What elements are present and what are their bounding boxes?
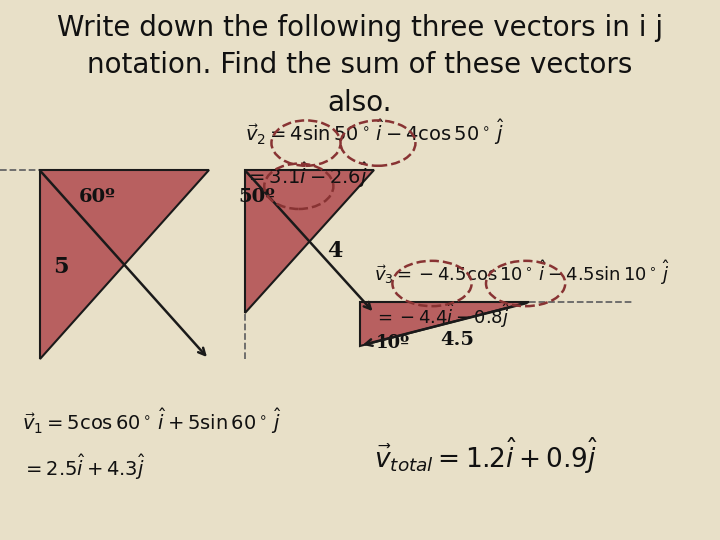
Text: notation. Find the sum of these vectors: notation. Find the sum of these vectors: [87, 51, 633, 79]
Text: Write down the following three vectors in i j: Write down the following three vectors i…: [57, 14, 663, 42]
Text: $\vec{v}_{total} = 1.2\hat{i} + 0.9\hat{j}$: $\vec{v}_{total} = 1.2\hat{i} + 0.9\hat{…: [374, 436, 599, 476]
Polygon shape: [40, 170, 209, 359]
Text: 50º: 50º: [238, 188, 276, 206]
Text: also.: also.: [328, 89, 392, 117]
Text: 5: 5: [53, 256, 69, 278]
Text: $\vec{v}_2 = 4\sin 50^\circ\,\hat{i} - 4\cos 50^\circ\,\hat{j}$: $\vec{v}_2 = 4\sin 50^\circ\,\hat{i} - 4…: [245, 117, 505, 147]
Polygon shape: [360, 302, 529, 346]
Text: $\vec{v}_3 = -4.5\cos 10^\circ\,\hat{i} - 4.5\sin 10^\circ\,\hat{j}$: $\vec{v}_3 = -4.5\cos 10^\circ\,\hat{i} …: [374, 258, 670, 287]
Polygon shape: [245, 170, 374, 313]
Text: 4: 4: [327, 240, 343, 262]
Text: 10º: 10º: [375, 334, 410, 352]
Text: 60º: 60º: [78, 188, 116, 206]
Text: $= 3.1\hat{i} - 2.6\hat{j}$: $= 3.1\hat{i} - 2.6\hat{j}$: [245, 160, 369, 191]
Text: $= -4.4\hat{i} - 0.8\hat{j}$: $= -4.4\hat{i} - 0.8\hat{j}$: [374, 301, 510, 330]
Text: $\vec{v}_1 = 5\cos 60^\circ\,\hat{i} + 5\sin 60^\circ\,\hat{j}$: $\vec{v}_1 = 5\cos 60^\circ\,\hat{i} + 5…: [22, 406, 282, 436]
Text: $= 2.5\hat{i} + 4.3\hat{j}$: $= 2.5\hat{i} + 4.3\hat{j}$: [22, 452, 145, 482]
Text: 4.5: 4.5: [440, 331, 474, 349]
